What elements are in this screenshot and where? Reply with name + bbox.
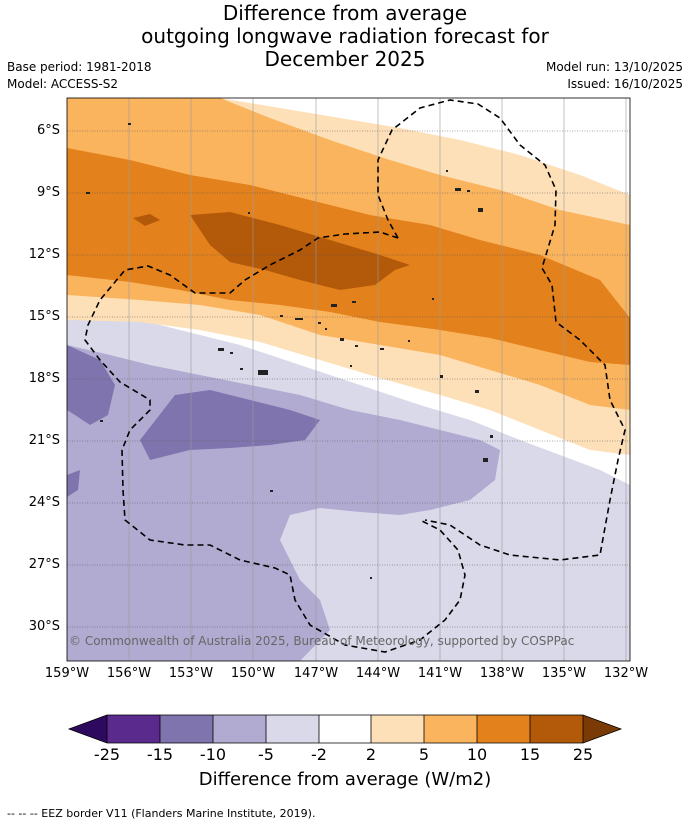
eez-border-west <box>84 231 466 653</box>
islands <box>86 123 493 579</box>
colorbar <box>67 714 623 744</box>
map-fill <box>67 98 630 661</box>
band-medium-purple-3 <box>67 470 80 497</box>
map-frame <box>66 97 631 662</box>
lon-label-144w: 144°W <box>355 666 401 681</box>
lon-label-150w: 150°W <box>230 666 276 681</box>
colorbar-tick-15: 15 <box>519 745 541 764</box>
lon-label-153w: 153°W <box>168 666 214 681</box>
lon-label-132w: 132°W <box>603 666 649 681</box>
meta-right: Model run: 13/10/2025 Issued: 16/10/2025 <box>546 59 683 93</box>
colorbar-segment-4 <box>266 715 319 743</box>
colorbar-tick-minus-15: -15 <box>146 745 174 764</box>
colorbar-tick-10: 10 <box>466 745 488 764</box>
lat-label-6s: 6°S <box>36 123 60 138</box>
lon-label-156w: 156°W <box>106 666 152 681</box>
colorbar-under-arrow <box>69 715 107 743</box>
colorbar-title: Difference from average (W/m2) <box>198 769 492 790</box>
eez-border-east <box>377 99 626 561</box>
colorbar-tick-5: 5 <box>418 745 430 764</box>
meta-left: Base period: 1981-2018 Model: ACCESS-S2 <box>7 59 152 93</box>
model-name: Model: ACCESS-S2 <box>7 77 119 91</box>
colorbar-over-arrow <box>583 715 621 743</box>
colorbar-tick-minus-5: -5 <box>258 745 274 764</box>
colorbar-segment-9 <box>530 715 583 743</box>
band-medium-purple-2 <box>140 390 320 460</box>
band-medium-purple <box>67 345 115 425</box>
lat-label-27s: 27°S <box>28 557 60 572</box>
lat-label-30s: 30°S <box>28 619 60 634</box>
colorbar-tick-2: 2 <box>365 745 377 764</box>
model-run: Model run: 13/10/2025 <box>545 60 683 74</box>
issued-date: Issued: 16/10/2025 <box>567 77 683 91</box>
lat-label-9s: 9°S <box>36 185 60 200</box>
colorbar-tick-minus-25: -25 <box>93 745 121 764</box>
chart-title: Difference from average outgoing longwav… <box>0 2 690 71</box>
lon-label-138w: 138°W <box>479 666 525 681</box>
colorbar-segment-8 <box>477 715 530 743</box>
graticule <box>128 98 627 661</box>
colorbar-segment-6 <box>371 715 424 743</box>
copyright-notice: © Commonwealth of Australia 2025, Bureau… <box>69 634 575 648</box>
eez-footnote: -- -- -- EEZ border V11 (Flanders Marine… <box>7 807 316 820</box>
colorbar-segment-2 <box>160 715 213 743</box>
colorbar-segment-1 <box>107 715 160 743</box>
lat-label-18s: 18°S <box>28 371 60 386</box>
band-darkest-orange <box>190 212 410 290</box>
colorbar-segment-7 <box>424 715 477 743</box>
olr-anomaly-map <box>66 97 631 662</box>
band-darkest-orange-2 <box>133 214 160 226</box>
colorbar-tick-25: 25 <box>572 745 594 764</box>
lat-label-21s: 21°S <box>28 433 60 448</box>
lon-label-135w: 135°W <box>541 666 587 681</box>
title-line-3: December 2025 <box>264 47 426 71</box>
colorbar-tick-minus-2: -2 <box>311 745 327 764</box>
base-period: Base period: 1981-2018 <box>7 60 152 74</box>
title-line-2: outgoing longwave radiation forecast for <box>141 24 549 48</box>
lat-label-24s: 24°S <box>28 495 60 510</box>
lon-label-141w: 141°W <box>417 666 463 681</box>
lon-label-147w: 147°W <box>293 666 339 681</box>
lat-label-15s: 15°S <box>28 309 60 324</box>
lon-label-159w: 159°W <box>44 666 90 681</box>
colorbar-segment-3 <box>213 715 266 743</box>
lat-label-12s: 12°S <box>28 247 60 262</box>
colorbar-outline <box>67 714 623 744</box>
colorbar-tick-minus-10: -10 <box>199 745 227 764</box>
title-line-1: Difference from average <box>222 1 468 25</box>
colorbar-segment-5 <box>319 715 371 743</box>
